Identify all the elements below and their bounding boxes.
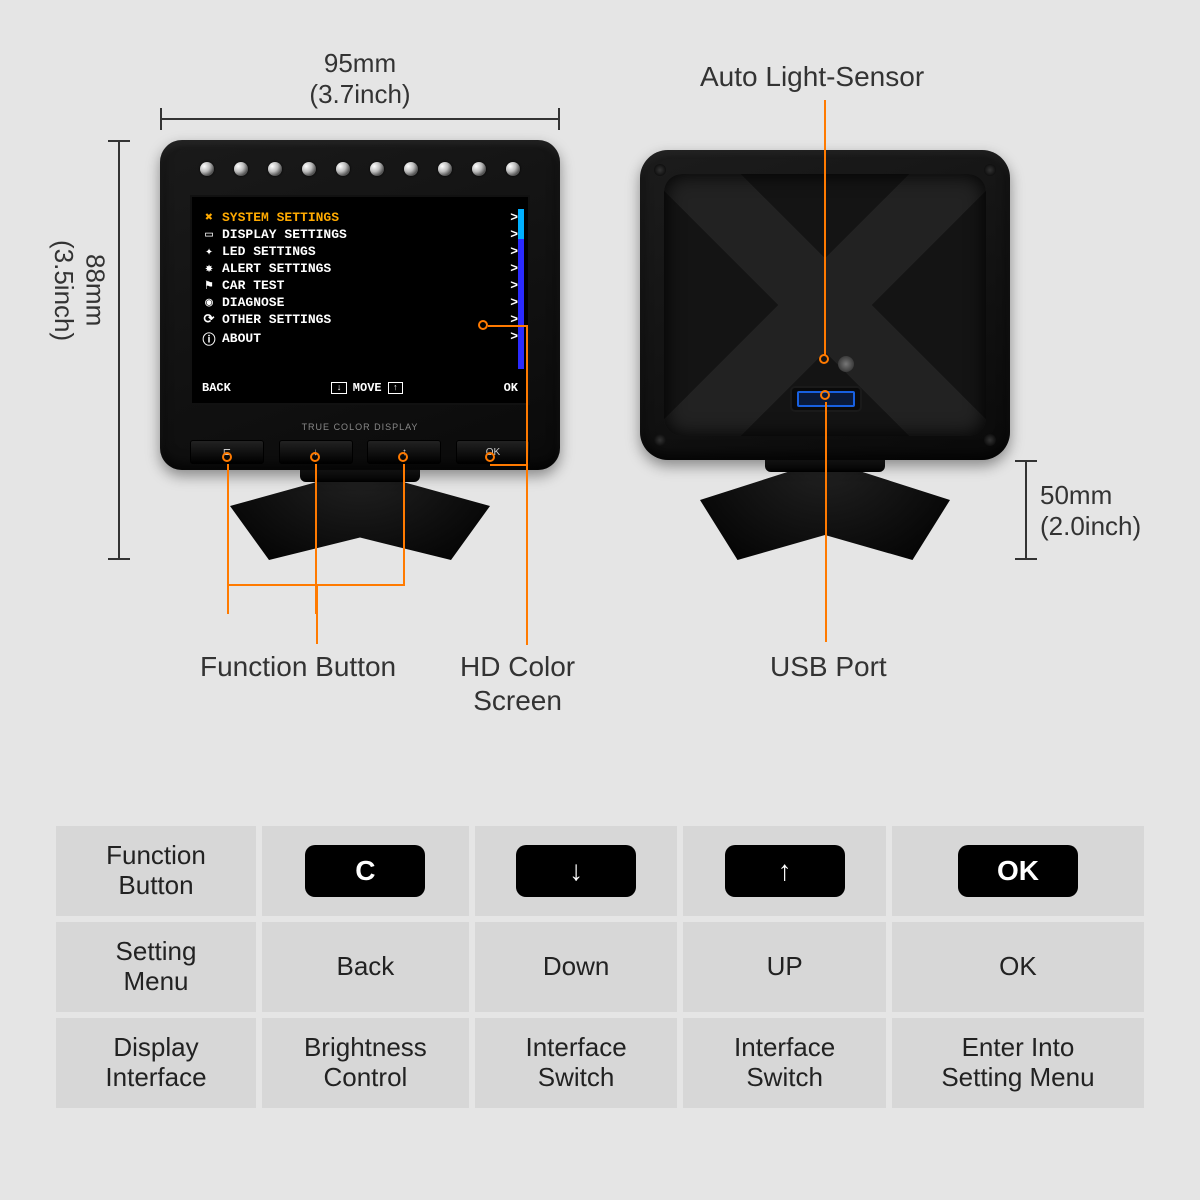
up-arrow-icon: ↑: [388, 382, 403, 394]
menu-item: ✖SYSTEM SETTINGS>: [202, 209, 518, 226]
function-buttons: ⊏ ↓ ↑ OK: [190, 440, 530, 464]
stand-dimension: 50mm (2.0inch): [1040, 480, 1141, 542]
device-front: ✖SYSTEM SETTINGS>▭DISPLAY SETTINGS>✦LED …: [160, 140, 560, 470]
screen-scrollbar: [518, 209, 524, 369]
down-arrow-icon: ↓: [331, 382, 346, 394]
light-sensor: [838, 356, 854, 372]
menu-item: ◉DIAGNOSE>: [202, 294, 518, 311]
function-table: Function Button C ↓ ↑ OK Setting Menu Ba…: [50, 820, 1150, 1114]
menu-item: ✦LED SETTINGS>: [202, 243, 518, 260]
ok-icon: OK: [958, 845, 1078, 897]
cell-display-0: Brightness Control: [262, 1018, 469, 1108]
led-row: [160, 162, 560, 176]
header-setting-menu: Setting Menu: [56, 922, 256, 1012]
key-ok: OK: [892, 826, 1144, 916]
header-display-interface: Display Interface: [56, 1018, 256, 1108]
header-function-button: Function Button: [56, 826, 256, 916]
table-row: Function Button C ↓ ↑ OK: [56, 826, 1144, 916]
c-icon: C: [305, 845, 425, 897]
cell-setting-0: Back: [262, 922, 469, 1012]
product-diagram: 95mm (3.7inch) 88mm (3.5inch) ✖SYSTEM SE…: [0, 0, 1200, 760]
footer-ok: OK: [504, 381, 518, 395]
callout-light-sensor: Auto Light-Sensor: [700, 60, 924, 94]
menu-item: ⓘABOUT>: [202, 328, 518, 349]
callout-hd-screen: HD Color Screen: [460, 650, 575, 717]
menu-item: ✸ALERT SETTINGS>: [202, 260, 518, 277]
cell-display-1: Interface Switch: [475, 1018, 678, 1108]
cell-display-3: Enter Into Setting Menu: [892, 1018, 1144, 1108]
menu-item: ▭DISPLAY SETTINGS>: [202, 226, 518, 243]
menu-item: ⟳OTHER SETTINGS>: [202, 311, 518, 328]
key-down: ↓: [475, 826, 678, 916]
cell-setting-3: OK: [892, 922, 1144, 1012]
width-dimension: 95mm (3.7inch): [270, 48, 450, 110]
footer-move: MOVE: [353, 381, 382, 395]
device-screen: ✖SYSTEM SETTINGS>▭DISPLAY SETTINGS>✦LED …: [190, 195, 530, 405]
callout-usb-port: USB Port: [770, 650, 887, 684]
true-color-label: TRUE COLOR DISPLAY: [160, 422, 560, 432]
menu-item: ⚑CAR TEST>: [202, 277, 518, 294]
up-icon: ↑: [725, 845, 845, 897]
cell-setting-2: UP: [683, 922, 886, 1012]
callout-function-button: Function Button: [200, 650, 396, 684]
cell-display-2: Interface Switch: [683, 1018, 886, 1108]
table-row: Setting Menu Back Down UP OK: [56, 922, 1144, 1012]
front-stand: [230, 470, 490, 560]
key-up: ↑: [683, 826, 886, 916]
height-dimension: 88mm (3.5inch): [48, 240, 110, 341]
down-icon: ↓: [516, 845, 636, 897]
table-row: Display Interface Brightness Control Int…: [56, 1018, 1144, 1108]
key-c: C: [262, 826, 469, 916]
footer-back: BACK: [202, 381, 231, 395]
cell-setting-1: Down: [475, 922, 678, 1012]
